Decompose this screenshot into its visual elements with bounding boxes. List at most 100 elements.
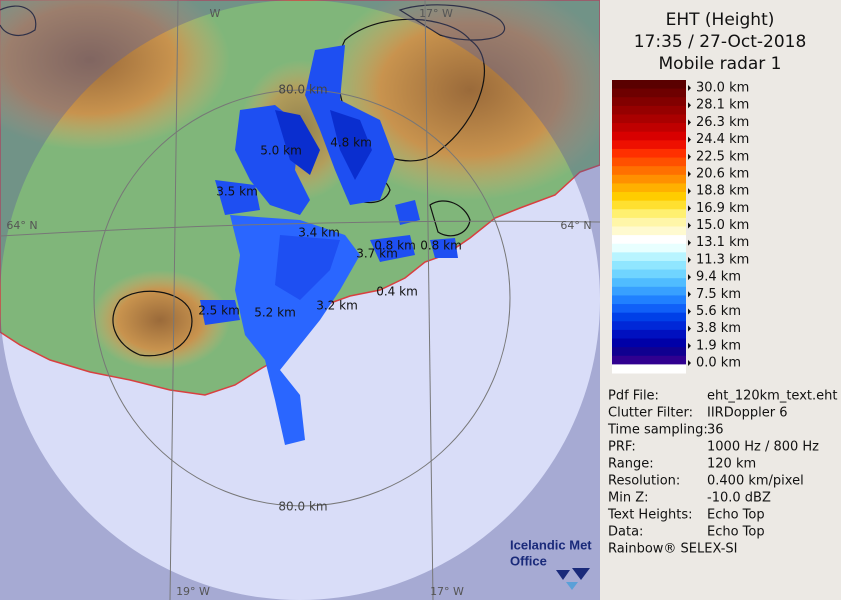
- info-label: Time sampling:: [607, 423, 708, 438]
- info-value: IIRDoppler 6: [707, 406, 788, 421]
- logo-text: Office: [510, 553, 547, 568]
- tick-arrow: [688, 136, 691, 143]
- scale-band: [612, 166, 686, 176]
- outside-range: [0, 0, 600, 600]
- info-label: Min Z:: [608, 491, 649, 506]
- scale-band: [612, 260, 686, 271]
- info-label: Clutter Filter:: [608, 406, 693, 421]
- highland: [0, 0, 230, 150]
- tick-arrow: [688, 170, 691, 177]
- scale-label: 30.0 km: [696, 81, 749, 96]
- graticule-label: 64° N: [6, 219, 37, 232]
- tick-arrow: [688, 188, 691, 195]
- scale-band: [612, 80, 686, 90]
- tick-arrow: [688, 85, 691, 91]
- scale-label: 7.5 km: [696, 287, 741, 302]
- scale-band: [612, 131, 686, 141]
- header-line: Mobile radar 1: [659, 54, 782, 74]
- scale-label: 3.8 km: [696, 321, 741, 336]
- scale-label: 24.4 km: [696, 132, 749, 147]
- graticule-label: 17° W: [419, 7, 453, 20]
- info-value: Echo Top: [707, 525, 765, 540]
- tick-arrow: [688, 239, 691, 246]
- scale-band: [612, 355, 686, 365]
- scale-label: 1.9 km: [696, 338, 741, 353]
- scale-band: [612, 235, 686, 245]
- scale-label: 20.6 km: [696, 166, 749, 181]
- scale-band: [612, 148, 686, 159]
- tick-arrow: [688, 274, 691, 281]
- scale-band: [612, 295, 686, 305]
- scale-band: [612, 183, 686, 193]
- graticule-label: 64° N: [560, 219, 591, 232]
- scale-band: [612, 347, 686, 357]
- info-label: Text Heights:: [607, 508, 693, 523]
- scale-label: 22.5 km: [696, 149, 749, 164]
- scale-band: [612, 192, 686, 202]
- echo-top-label: 0.8 km: [374, 239, 416, 253]
- scale-label: 18.8 km: [696, 184, 749, 199]
- scale-band: [612, 278, 686, 288]
- info-value: 120 km: [707, 457, 756, 472]
- scale-label: 26.3 km: [696, 115, 749, 130]
- scale-label: 9.4 km: [696, 270, 741, 285]
- graticule-label: 19° W: [176, 585, 210, 598]
- echo-top-label: 5.2 km: [254, 306, 296, 320]
- echo-top-label: 0.8 km: [420, 239, 462, 253]
- scale-band: [612, 252, 686, 262]
- logo-icon: [556, 568, 590, 590]
- scale-band: [612, 97, 686, 107]
- info-footer: Rainbow® SELEX-SI: [608, 542, 738, 557]
- info-label: Pdf File:: [608, 389, 659, 404]
- scale-band: [612, 217, 686, 227]
- echo-top-label: 3.2 km: [316, 299, 358, 313]
- echo-top-label: 4.8 km: [330, 136, 372, 150]
- header-line: EHT (Height): [666, 10, 775, 30]
- radar-echoes: [200, 45, 458, 445]
- map: [0, 0, 600, 600]
- echo-top-label: 5.0 km: [260, 144, 302, 158]
- scale-band: [612, 286, 686, 296]
- scale-label: 0.0 km: [696, 356, 741, 371]
- range-label: 80.0 km: [278, 83, 327, 97]
- info-label: Range:: [608, 457, 654, 472]
- scale-label: 5.6 km: [696, 304, 741, 319]
- info-value: -10.0 dBZ: [707, 491, 771, 506]
- scale-band: [612, 174, 686, 184]
- scale-label: 11.3 km: [696, 252, 749, 267]
- graticule-label: W: [210, 7, 221, 20]
- echo-top-label: 3.4 km: [298, 226, 340, 240]
- scale-band: [612, 304, 686, 314]
- graticule: [0, 0, 600, 600]
- scale-band: [612, 88, 686, 98]
- scale-band: [612, 269, 686, 279]
- range-label: 80.0 km: [278, 500, 327, 514]
- tick-arrow: [688, 291, 691, 298]
- tick-arrow: [688, 360, 691, 367]
- echo-top-label: 3.5 km: [216, 185, 258, 199]
- color-scale: [612, 80, 686, 374]
- info-label: PRF:: [608, 440, 636, 455]
- info-label: Data:: [608, 525, 643, 540]
- info-value: 0.400 km/pixel: [707, 474, 804, 489]
- scale-band: [612, 200, 686, 210]
- tick-arrow: [688, 119, 691, 126]
- tick-arrow: [688, 102, 691, 109]
- info-label: Resolution:: [608, 474, 680, 489]
- scale-band: [612, 123, 686, 133]
- echo-top-label: 2.5 km: [198, 304, 240, 318]
- scale-band: [612, 329, 686, 340]
- info-value: eht_120km_text.eht: [707, 389, 837, 404]
- scale-band: [612, 114, 686, 124]
- info-value: 1000 Hz / 800 Hz: [707, 440, 819, 455]
- scale-band: [612, 105, 686, 115]
- scale-band: [612, 226, 686, 236]
- echo-top-label: 0.4 km: [376, 285, 418, 299]
- info-value: Echo Top: [707, 508, 765, 523]
- tick-arrow: [688, 308, 691, 315]
- tick-arrow: [688, 205, 691, 212]
- tick-arrow: [688, 222, 691, 229]
- scale-label: 15.0 km: [696, 218, 749, 233]
- header-line: 17:35 / 27-Oct-2018: [634, 32, 807, 52]
